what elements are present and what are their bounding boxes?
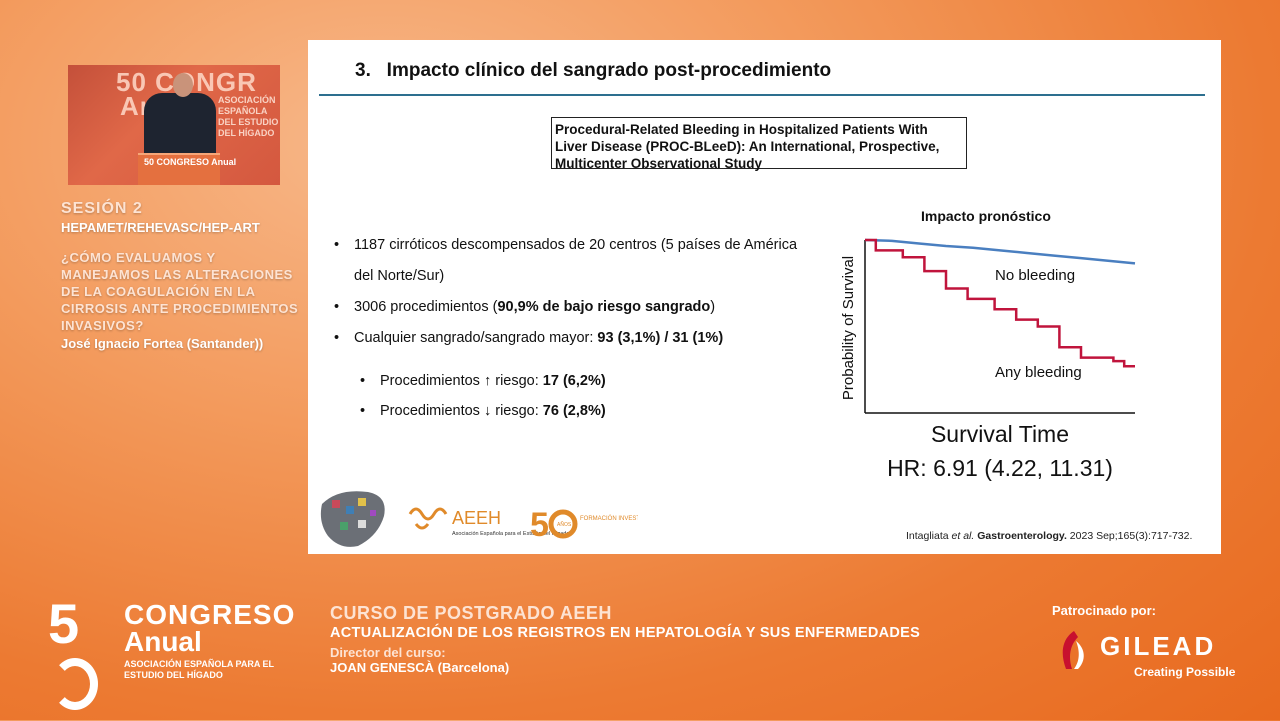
gilead-tagline: Creating Possible [1134, 665, 1236, 679]
director-label: Director del curso: [330, 645, 446, 660]
congreso-subtitle: ASOCIACIÓN ESPAÑOLA PARA EL ESTUDIO DEL … [124, 659, 274, 680]
bullet-procedures: 3006 procedimientos (90,9% de bajo riesg… [334, 292, 808, 323]
session-title: SESIÓN 2 [61, 200, 143, 217]
survival-chart: Probability of Survival Survival Time HR… [840, 238, 1136, 481]
paper-title-box: Procedural-Related Bleeding in Hospitali… [551, 117, 967, 171]
bullet-low-risk: Procedimientos ↓ riesgo: 76 (2,8%) [360, 396, 808, 426]
title-divider [319, 94, 1205, 96]
aeeh-logo-text: AEEH [452, 508, 501, 528]
fifty-years-number: 5 [530, 506, 549, 544]
session-question: ¿CÓMO EVALUAMOS Y MANEJAMOS LAS ALTERACI… [61, 250, 299, 333]
course-subtitle: ACTUALIZACIÓN DE LOS REGISTROS EN HEPATO… [330, 625, 921, 641]
director-name: JOAN GENESCÀ (Barcelona) [330, 660, 510, 675]
sponsor-block: Patrocinado por: GILEAD Creating Possibl… [1052, 603, 1235, 679]
session-subtitle: HEPAMET/REHEVASC/HEP-ART [61, 220, 260, 235]
course-info: CURSO DE POSTGRADO AEEH ACTUALIZACIÓN DE… [330, 603, 920, 675]
y-axis-label: Probability of Survival [840, 256, 857, 400]
liver-mosaic-logo [320, 491, 385, 547]
aeeh-logo-subtext: Asociación Española para el Estudio del … [452, 531, 569, 537]
gilead-logo: GILEAD Creating Possible [1056, 629, 1236, 679]
presentation-slide: 3. Impacto clínico del sangrado post-pro… [308, 40, 1221, 554]
sponsor-label: Patrocinado por: [1052, 603, 1157, 618]
bullet-list: 1187 cirróticos descompensados de 20 cen… [328, 230, 808, 426]
gilead-wordmark: GILEAD [1100, 631, 1217, 661]
congreso-logo-number: 5 [48, 591, 98, 721]
aeeh-logo: AEEH Asociación Española para el Estudio… [408, 507, 569, 537]
podium-logo: 50 CONGRESO Anual [144, 157, 237, 167]
hr-annotation: HR: 6.91 (4.22, 11.31) [887, 455, 1113, 481]
citation: Intagliata et al. Gastroenterology. 2023… [906, 530, 1193, 542]
chart-title: Impacto pronóstico [921, 208, 1051, 224]
series-label-any-bleeding: Any bleeding [995, 364, 1082, 381]
course-title: CURSO DE POSTGRADO AEEH [330, 603, 612, 623]
video-backdrop-subtext: ASOCIACIÓN ESPAÑOLA DEL ESTUDIO DEL HÍGA… [218, 95, 279, 138]
congreso-title: CONGRESO [124, 599, 296, 630]
series-line-any-bleeding [865, 238, 1135, 368]
series-line-no-bleeding [864, 238, 1136, 265]
session-speaker: José Ignacio Fortea (Santander)) [61, 336, 264, 351]
speaker-head [173, 73, 193, 97]
speaker-video: 50 CONGR Anual ASOCIACIÓN ESPAÑOLA DEL E… [68, 65, 280, 185]
fifty-years-anos: AÑOS [557, 521, 572, 528]
series-label-no-bleeding: No bleeding [995, 267, 1075, 284]
session-info: SESIÓN 2 HEPAMET/REHEVASC/HEP-ART ¿CÓMO … [61, 200, 306, 351]
x-axis-label: Survival Time [931, 421, 1069, 447]
gilead-mark-icon [1062, 631, 1084, 669]
slide-title: 3. Impacto clínico del sangrado post-pro… [355, 60, 832, 81]
podium [138, 153, 220, 185]
logos-strip: AEEH Asociación Española para el Estudio… [320, 491, 638, 547]
speaker-figure [144, 93, 216, 163]
bullet-bleeding: Cualquier sangrado/sangrado mayor: 93 (3… [334, 323, 808, 354]
congreso-anual: Anual [124, 626, 202, 657]
fifty-years-words: FORMACIÓN INVESTIGACIÓN EXCELENCIA [580, 515, 638, 522]
bullet-patients: 1187 cirróticos descompensados de 20 cen… [334, 230, 808, 292]
fifty-years-logo: 5 AÑOS FORMACIÓN INVESTIGACIÓN EXCELENCI… [530, 506, 638, 544]
bullet-high-risk: Procedimientos ↑ riesgo: 17 (6,2%) [360, 366, 808, 396]
